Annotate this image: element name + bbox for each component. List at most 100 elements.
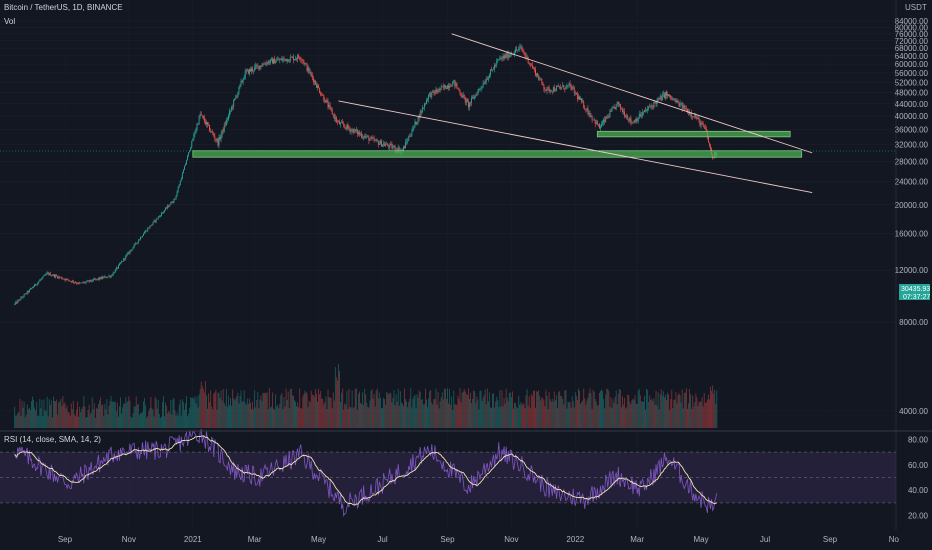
candle-body <box>236 96 238 98</box>
volume-bar <box>247 403 249 428</box>
volume-bar <box>696 397 698 428</box>
candle-body <box>163 211 164 213</box>
volume-bar <box>165 402 167 428</box>
candle-body <box>199 114 201 116</box>
volume-bar <box>175 415 177 428</box>
candle-body <box>393 146 395 148</box>
support-zones[interactable] <box>192 130 803 158</box>
candle-body <box>652 105 654 108</box>
volume-bar <box>568 402 570 428</box>
x-tick-label: Sep <box>440 535 455 544</box>
candle-body <box>111 275 113 276</box>
volume-bar <box>112 401 114 428</box>
candle-body <box>306 64 308 71</box>
candle-body <box>668 94 670 97</box>
candle-body <box>447 85 448 89</box>
volume-bar <box>76 409 77 428</box>
volume-bar <box>617 393 619 428</box>
volume-bar <box>268 388 270 428</box>
volume-bar <box>635 403 637 428</box>
candle-body <box>559 86 561 88</box>
volume-bar <box>121 413 123 428</box>
candle-body <box>282 59 284 61</box>
candle-body <box>374 140 376 141</box>
volume-bar <box>358 391 360 428</box>
candle-body <box>332 114 334 116</box>
volume-bar <box>499 390 501 428</box>
volume-bar <box>396 401 398 428</box>
x-tick-label: Sep <box>58 535 73 544</box>
trend-lines[interactable] <box>0 33 896 194</box>
candle-body <box>268 61 270 63</box>
candle-body <box>354 129 356 132</box>
candle-body <box>429 93 431 95</box>
candle-body <box>489 69 491 75</box>
volume-bar <box>677 395 679 428</box>
candle-body <box>334 117 336 120</box>
candle-body <box>132 247 134 250</box>
volume-bar <box>136 404 138 428</box>
candle-body <box>713 157 715 159</box>
candle-body <box>65 278 67 281</box>
volume-bar <box>594 399 596 428</box>
volume-bar <box>41 399 43 428</box>
volume-bar <box>310 390 312 428</box>
candle-body <box>483 83 485 85</box>
candle-body <box>651 105 653 107</box>
volume-bar <box>188 413 190 428</box>
volume-bar <box>531 396 533 428</box>
candle-body <box>273 58 274 64</box>
volume-label: Vol <box>4 17 15 26</box>
candle-body <box>384 143 386 146</box>
volume-bar <box>210 390 212 428</box>
volume-bar <box>347 409 349 428</box>
volume-bar <box>189 407 191 428</box>
candle-body <box>260 65 262 67</box>
volume-bar <box>481 400 483 428</box>
candle-body <box>569 83 571 85</box>
candle-body <box>23 294 25 297</box>
volume-bar <box>551 398 553 428</box>
candle-body <box>627 115 629 120</box>
volume-bar <box>296 406 298 428</box>
candle-body <box>88 280 90 282</box>
candle-body <box>404 146 405 149</box>
candle-body <box>504 54 506 59</box>
candle-body <box>195 129 197 134</box>
candle-body <box>274 58 276 64</box>
candle-body <box>142 235 143 238</box>
candle-body <box>691 112 693 117</box>
candle-body <box>177 187 179 192</box>
candle-body <box>532 68 534 69</box>
volume-bar <box>241 401 243 428</box>
volume-bar <box>368 407 370 428</box>
candle-body <box>422 107 424 109</box>
candle-body <box>529 63 531 65</box>
x-tick-label: Nov <box>504 535 518 544</box>
candle-body <box>607 116 609 118</box>
candle-body <box>183 165 185 170</box>
volume-bar <box>430 389 432 428</box>
volume-bar <box>655 390 657 428</box>
candle-body <box>284 58 286 60</box>
candle-body <box>301 59 303 61</box>
volume-bar <box>379 397 381 428</box>
volume-bar <box>294 400 295 428</box>
volume-bar <box>345 404 347 428</box>
volume-bar <box>232 389 234 428</box>
candle-body <box>231 106 233 111</box>
candle-body <box>264 64 266 65</box>
volume-bar <box>546 395 548 428</box>
volume-bar <box>308 400 310 428</box>
volume-bar <box>331 408 333 428</box>
volume-bar <box>428 398 430 428</box>
volume-bar <box>515 403 517 428</box>
candle-body <box>617 101 619 105</box>
candle-body <box>674 99 676 101</box>
volume-bar <box>530 394 532 428</box>
candle-body <box>391 144 393 149</box>
volume-bar <box>285 388 287 428</box>
candle-body <box>258 65 260 70</box>
volume-bar <box>674 399 676 428</box>
